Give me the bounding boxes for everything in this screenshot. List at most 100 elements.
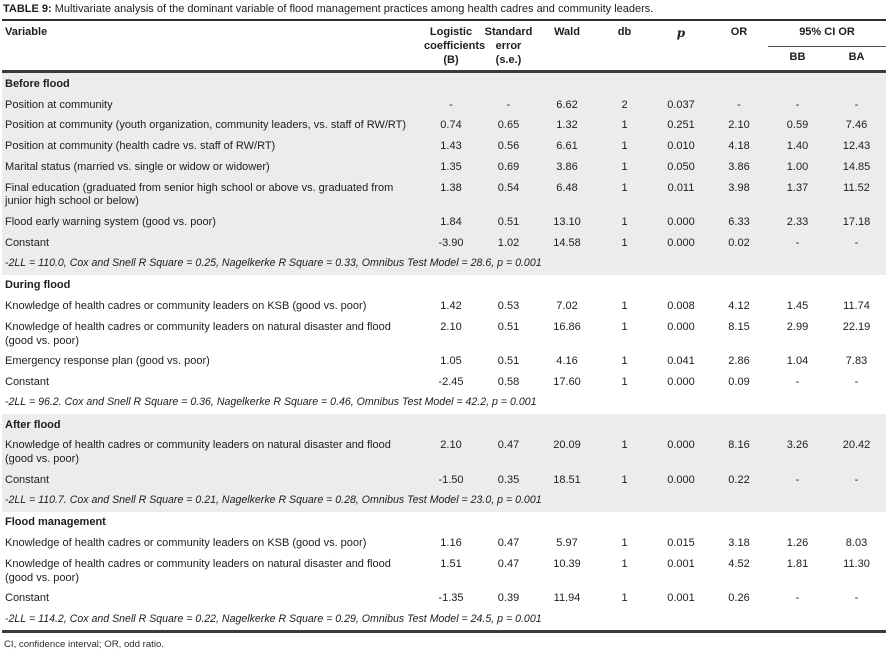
ba-cell: 11.52 — [827, 178, 887, 213]
p-cell: 0.001 — [667, 557, 695, 570]
se-cell: 0.47 — [480, 435, 537, 471]
db-cell: 1 — [621, 592, 628, 605]
se-cell: 0.65 — [480, 115, 537, 137]
b-cell: 1.05 — [440, 355, 462, 368]
section-title: After flood — [2, 414, 887, 436]
bb-cell: - — [768, 233, 827, 255]
variable-cell: Emergency response plan (good vs. poor) — [5, 355, 210, 368]
b-cell: 1.16 — [440, 537, 462, 550]
or-cell: 4.18 — [710, 136, 768, 158]
col-header-p: p — [676, 26, 686, 41]
table-row: Final education (graduated from senior h… — [2, 178, 887, 213]
se-cell: 0.69 — [480, 157, 537, 179]
wald-cell: 6.62 — [537, 95, 597, 116]
variable-cell: Knowledge of health cadres or community … — [2, 435, 422, 471]
b-cell: 2.10 — [440, 320, 462, 333]
wald-cell: 6.48 — [537, 178, 597, 213]
b-cell: - — [422, 95, 480, 116]
ba-cell: - — [827, 470, 887, 492]
variable-cell: Constant — [5, 592, 50, 605]
db-cell: 2 — [597, 95, 652, 116]
section-note-row: -2LL = 96.2. Cox and Snell R Square = 0.… — [2, 393, 886, 414]
table-row: Position at community (health cadre vs. … — [2, 136, 887, 158]
or-cell: 8.15 — [728, 320, 750, 333]
ba-cell: 7.46 — [827, 115, 887, 137]
wald-cell: 18.51 — [537, 470, 597, 492]
or-cell: 6.33 — [710, 212, 768, 234]
table-row: Constant -3.90 1.02 14.58 1 0.000 0.02- - — [2, 233, 887, 255]
wald-cell: 1.32 — [537, 115, 597, 137]
p-cell: 0.000 — [652, 212, 710, 234]
ba-cell: 7.83 — [845, 355, 868, 368]
wald-cell: 16.86 — [553, 320, 581, 333]
table-row: Flood early warning system (good vs. poo… — [2, 212, 887, 234]
section-title: During flood — [5, 279, 71, 292]
bb-cell: - — [768, 95, 827, 116]
col-header-or: OR — [730, 26, 748, 39]
bb-cell: - — [795, 376, 800, 389]
db-cell: 1 — [621, 376, 628, 389]
p-cell: 0.000 — [667, 376, 695, 389]
bb-cell: 1.40 — [768, 136, 827, 158]
wald-cell: 13.10 — [537, 212, 597, 234]
se-cell: 0.47 — [497, 537, 520, 550]
db-cell: 1 — [621, 300, 628, 313]
bb-cell: 1.37 — [768, 178, 827, 213]
variable-cell: Final education (graduated from senior h… — [2, 178, 422, 213]
db-cell: 1 — [621, 355, 628, 368]
multivariate-analysis-table: Variable Logistic coefficients (B) Stand… — [2, 21, 887, 633]
ba-cell: 11.74 — [843, 300, 870, 313]
table-row: Emergency response plan (good vs. poor) 1… — [2, 352, 886, 373]
section-title: Before flood — [2, 71, 887, 96]
b-cell: 1.42 — [440, 300, 462, 313]
ba-cell: - — [854, 376, 859, 389]
section-header-row: Before flood — [2, 71, 887, 96]
table-row: Knowledge of health cadres or community … — [2, 534, 886, 555]
variable-cell: Position at community (youth organizatio… — [2, 115, 422, 137]
b-cell: -1.50 — [422, 470, 480, 492]
col-header-95ci-or: 95% CI OR — [768, 21, 887, 47]
p-cell: 0.000 — [652, 233, 710, 255]
table-row: Knowledge of health cadres or community … — [2, 554, 886, 589]
variable-cell: Knowledge of health cadres or community … — [5, 557, 391, 584]
p-cell: 0.050 — [652, 157, 710, 179]
wald-cell: 6.61 — [537, 136, 597, 158]
ba-cell: 14.85 — [827, 157, 887, 179]
or-cell: 0.09 — [728, 376, 750, 389]
db-cell: 1 — [597, 136, 652, 158]
se-cell: 1.02 — [480, 233, 537, 255]
bb-cell: 1.45 — [786, 300, 809, 313]
ba-cell: 12.43 — [827, 136, 887, 158]
or-cell: - — [710, 95, 768, 116]
p-cell: 0.251 — [652, 115, 710, 137]
variable-cell: Knowledge of health cadres or community … — [5, 537, 367, 550]
ba-cell: 17.18 — [827, 212, 887, 234]
ba-cell: 20.42 — [827, 435, 887, 471]
col-header-logistic-coefficients: Logistic coefficients (B) — [424, 26, 486, 66]
p-cell: 0.011 — [652, 178, 710, 213]
variable-cell: Marital status (married vs. single or wi… — [2, 157, 422, 179]
or-cell: 3.18 — [728, 537, 750, 550]
se-cell: 0.56 — [480, 136, 537, 158]
bb-cell: 2.33 — [768, 212, 827, 234]
variable-cell: Knowledge of health cadres or community … — [5, 300, 367, 313]
table-row: Constant -1.35 0.39 11.94 1 0.001 0.26 - - — [2, 589, 886, 610]
table-row: Knowledge of health cadres or community … — [2, 297, 886, 318]
bb-cell: 1.04 — [786, 355, 809, 368]
bb-cell: 1.00 — [768, 157, 827, 179]
table-row: Knowledge of health cadres or community … — [2, 435, 887, 471]
ba-cell: - — [854, 592, 859, 605]
variable-cell: Knowledge of health cadres or community … — [5, 320, 391, 347]
db-cell: 1 — [597, 157, 652, 179]
wald-cell: 7.02 — [556, 300, 578, 313]
or-cell: 2.86 — [728, 355, 750, 368]
wald-cell: 10.39 — [553, 557, 581, 570]
bb-cell: 1.26 — [786, 537, 809, 550]
se-cell: 0.51 — [480, 212, 537, 234]
wald-cell: 14.58 — [537, 233, 597, 255]
or-cell: 2.10 — [710, 115, 768, 137]
or-cell: 4.52 — [728, 557, 750, 570]
section-note: -2LL = 110.0, Cox and Snell R Square = 0… — [2, 254, 887, 275]
or-cell: 0.26 — [728, 592, 750, 605]
table-row: Knowledge of health cadres or community … — [2, 317, 886, 352]
